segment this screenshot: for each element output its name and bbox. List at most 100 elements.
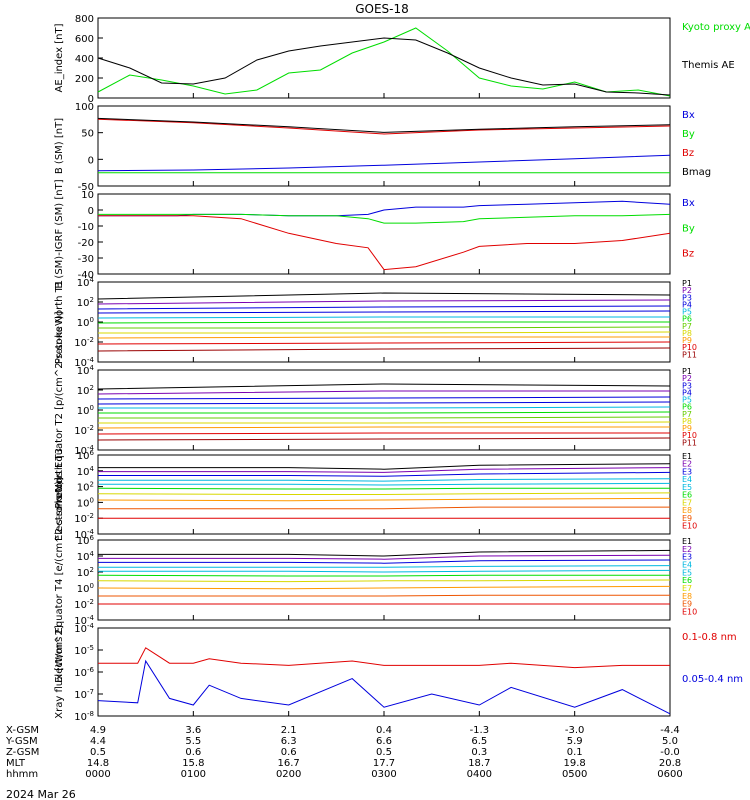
orbit-value: -4.4 <box>660 725 680 736</box>
date-label: 2024 Mar 26 <box>6 788 76 800</box>
series-themis-ae <box>97 37 671 96</box>
y-tick-label: 104 <box>77 465 95 478</box>
y-tick-label: 104 <box>77 364 95 377</box>
panel-frame <box>97 105 671 187</box>
y-tick-label: -20 <box>78 238 94 249</box>
orbit-value: 0500 <box>562 769 587 780</box>
series-e2 <box>98 467 671 473</box>
series-e8 <box>97 585 671 590</box>
series-e9 <box>98 594 670 597</box>
y-tick-label: 104 <box>77 550 95 563</box>
y-tick-label: 10-2 <box>74 598 94 611</box>
orbit-table: X-GSMY-GSMZ-GSMMLThhmm4.94.40.514.800003… <box>5 725 683 780</box>
series-p8 <box>98 331 671 334</box>
series-p9 <box>97 336 670 339</box>
legend-entry: E6 <box>682 576 692 585</box>
y-tick-label: 10-8 <box>74 710 94 723</box>
y-tick-label: 10-7 <box>74 688 94 701</box>
legend-entry: Themis AE <box>681 60 735 71</box>
series-p4 <box>97 401 671 405</box>
series-p3 <box>97 396 671 400</box>
series-p1 <box>97 383 671 390</box>
orbit-row-label: hhmm <box>6 769 38 780</box>
y-tick-label: 100 <box>77 316 94 329</box>
series-e7 <box>97 579 671 583</box>
series-e4 <box>98 478 671 482</box>
legend-entry: P6 <box>682 403 692 412</box>
y-tick-label: 10-2 <box>74 336 94 349</box>
series-p11 <box>97 347 671 352</box>
orbit-value: 4.4 <box>90 736 106 747</box>
y-axis-label: Protons Equator T2 [p/(cm^2-s-sr-keV)] <box>54 311 65 508</box>
legend-entry: P5 <box>682 308 692 317</box>
series-e3 <box>98 559 671 564</box>
orbit-row-label: Y-GSM <box>5 736 38 747</box>
legend-entry: Bmag <box>682 167 711 178</box>
series-e1 <box>98 463 671 470</box>
series-e1 <box>98 549 671 557</box>
orbit-value: 0.5 <box>90 747 106 758</box>
orbit-value: 0.1 <box>567 747 583 758</box>
legend-entry: E10 <box>682 522 697 531</box>
legend-entry: E10 <box>682 608 697 617</box>
series-e5 <box>98 482 671 486</box>
panel-8: 10-4 10-5 10-6 10-7 10-8 Xray flux [W/m^2] 0.1… <box>54 622 743 723</box>
y-tick-label: 10-4 <box>74 622 94 635</box>
y-tick-label: 600 <box>75 34 94 45</box>
y-tick-label: 10-2 <box>74 424 94 437</box>
orbit-value: 17.7 <box>373 758 395 769</box>
legend-entry: P3 <box>682 381 692 390</box>
orbit-value: 16.7 <box>278 758 300 769</box>
y-tick-label: 102 <box>77 566 94 579</box>
legend-entry: E9 <box>682 600 692 609</box>
legend-entry: E5 <box>682 483 692 492</box>
y-tick-label: 104 <box>77 276 95 289</box>
series-kyoto-proxy-ae <box>97 27 671 97</box>
y-tick-label: 0 <box>88 94 94 105</box>
y-tick-label: 800 <box>75 14 94 25</box>
orbit-value: 0000 <box>85 769 110 780</box>
orbit-value: 6.6 <box>376 736 392 747</box>
legend-entry: E4 <box>682 561 692 570</box>
series-p8 <box>98 421 671 424</box>
orbit-value: -3.0 <box>565 725 585 736</box>
legend-entry: Bx <box>682 110 695 121</box>
legend-entry: P5 <box>682 396 692 405</box>
orbit-row-label: Z-GSM <box>6 747 39 758</box>
y-axis-label: Electrons Equator T4 [e/(cm^2-s-sr-keV)] <box>54 477 65 683</box>
legend-entry: E9 <box>682 514 692 523</box>
series-bz <box>98 215 671 271</box>
legend-entry: E1 <box>682 537 692 546</box>
legend-entry: Bx <box>682 198 695 209</box>
orbit-value: 0.3 <box>471 747 487 758</box>
legend-entry: 0.05-0.4 nm <box>682 674 743 685</box>
legend-entry: P8 <box>682 329 692 338</box>
legend-entry: 0.1-0.8 nm <box>682 632 737 643</box>
series-bx <box>97 154 671 172</box>
orbit-value: 20.8 <box>659 758 681 769</box>
y-tick-label: 100 <box>77 496 94 509</box>
orbit-value: -0.0 <box>660 747 680 758</box>
series-p3 <box>97 305 671 310</box>
series-bmag <box>97 117 671 133</box>
legend-entry: P7 <box>682 410 692 419</box>
orbit-row-label: MLT <box>6 758 26 769</box>
y-tick-label: 0 <box>88 155 94 166</box>
series-p4 <box>97 310 671 314</box>
legend-entry: P11 <box>682 438 697 447</box>
orbit-value: 0.4 <box>376 725 392 736</box>
legend-entry: P8 <box>682 417 692 426</box>
orbit-value: 0100 <box>181 769 206 780</box>
y-tick-label: -40 <box>78 270 94 281</box>
orbit-value: 4.9 <box>90 725 106 736</box>
orbit-value: 15.8 <box>182 758 204 769</box>
legend-entry: By <box>682 129 695 140</box>
orbit-value: 5.5 <box>185 736 201 747</box>
orbit-value: 5.9 <box>567 736 583 747</box>
legend-entry: Bz <box>682 249 694 260</box>
legend-entry: P1 <box>682 367 692 376</box>
y-axis-label: B (SM) [nT] <box>54 118 65 174</box>
series-p2 <box>97 390 670 395</box>
orbit-value: 3.6 <box>185 725 201 736</box>
